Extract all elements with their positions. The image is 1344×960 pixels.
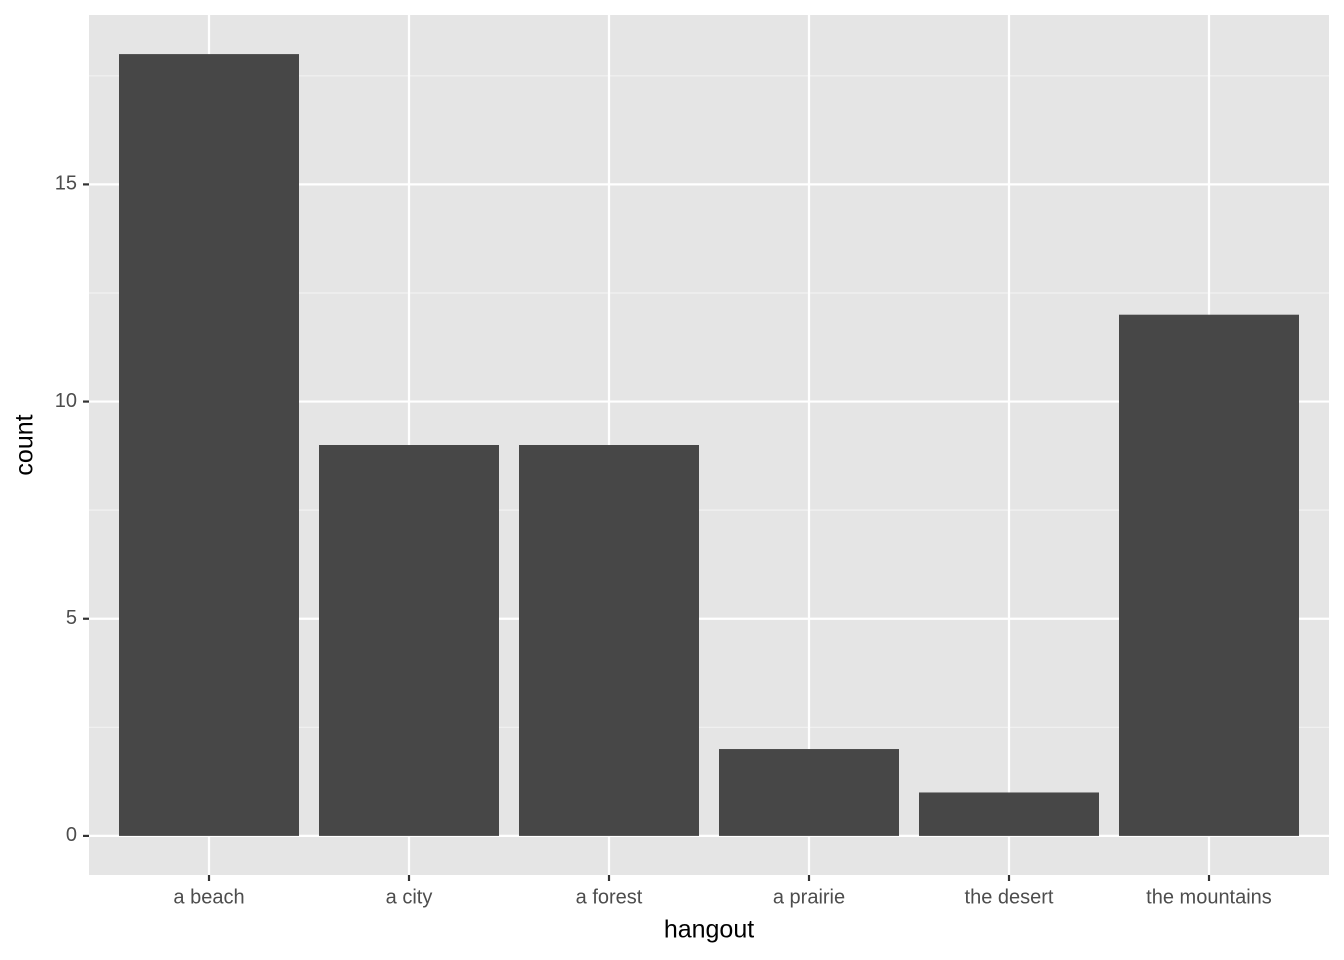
bar <box>1119 314 1299 836</box>
x-tick-label: a city <box>386 886 433 908</box>
y-tick-label: 5 <box>66 607 77 629</box>
bar <box>719 749 899 836</box>
y-tick-label: 15 <box>55 173 77 195</box>
bar <box>919 792 1099 836</box>
x-tick-label: a forest <box>576 886 643 908</box>
y-tick-label: 0 <box>66 824 77 846</box>
bar <box>319 445 499 836</box>
bar <box>519 445 699 836</box>
bar <box>119 54 299 836</box>
x-tick-label: the mountains <box>1146 886 1272 908</box>
x-tick-label: a beach <box>173 886 244 908</box>
y-axis-title: count <box>11 414 39 475</box>
x-axis-title: hangout <box>664 916 754 944</box>
x-tick-label: a prairie <box>773 886 845 908</box>
x-tick-label: the desert <box>965 886 1054 908</box>
y-tick-label: 10 <box>55 390 77 412</box>
